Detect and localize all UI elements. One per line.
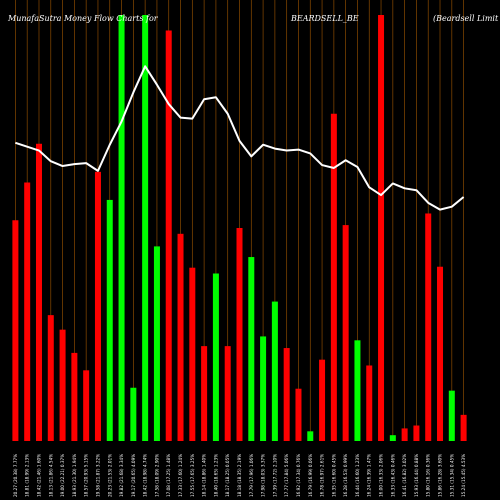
x-tick-label: 17.98 (18.03) 3.37% xyxy=(261,454,266,497)
bar xyxy=(224,346,231,441)
x-tick-label: 17.77 (17.84) 5.06% xyxy=(284,454,289,497)
x-tick-label: 17.39 (17.72) 2.10% xyxy=(272,454,277,497)
x-tick-label: 16.00 (16.33) 2.06% xyxy=(379,454,384,497)
bar-layer xyxy=(12,15,467,442)
bar xyxy=(177,233,184,441)
bar xyxy=(130,387,137,441)
bar xyxy=(401,428,408,441)
bar xyxy=(201,346,208,441)
x-tick-label: 18.57 (20.93) 5.15% xyxy=(84,454,89,497)
x-tick-label: 15.31 (15.34) 0.45% xyxy=(449,454,454,497)
x-tick-label: 18.93 (21.30) 1.94% xyxy=(72,454,77,497)
x-tick-label: 16.35 (16.60) 0.45% xyxy=(331,454,336,497)
bar xyxy=(413,425,420,441)
chart-title-symbol: BEARDSELL_BE xyxy=(291,14,359,23)
bar xyxy=(212,273,219,441)
bar xyxy=(71,352,78,441)
bar xyxy=(307,431,314,441)
bar xyxy=(106,199,113,441)
x-tick-label: 15.93 (16.44) 0.88% xyxy=(414,454,419,497)
bar xyxy=(24,182,31,441)
x-tick-label: 19.17 (20.65) 4.09% xyxy=(131,454,136,497)
x-tick-label: 18.13 (21.86) 4.54% xyxy=(48,454,53,497)
bar xyxy=(295,388,302,441)
bar xyxy=(342,225,349,441)
x-tick-label: 19.00 (22.21) 0.37% xyxy=(60,454,65,497)
bar xyxy=(59,329,66,441)
bar xyxy=(35,143,42,441)
x-tick-label: 18.18 (18.35) 2.19% xyxy=(237,454,242,497)
bar xyxy=(248,257,255,441)
x-tick-label: 18.14 (18.86) 1.40% xyxy=(202,454,207,497)
x-tick-label: 17.58 (18.09) 2.90% xyxy=(154,454,159,497)
x-tick-label: 16.24 (16.39) 1.47% xyxy=(367,454,372,497)
chart-title-brand: MunafaSutra Money Flow Charts for xyxy=(8,14,158,23)
bar xyxy=(425,213,432,441)
x-tick-label: 18.81 (18.99) 2.13% xyxy=(25,454,30,497)
bar xyxy=(236,228,243,441)
bar xyxy=(354,340,361,441)
bar xyxy=(283,348,290,441)
x-tick-label: 16.92 (17.34) 0.76% xyxy=(296,454,301,497)
bar xyxy=(460,414,467,441)
x-tick-label: 16.28 (16.53) 0.99% xyxy=(343,454,348,497)
x-tick-label: 18.17 (18.25) 0.05% xyxy=(225,454,230,497)
bar xyxy=(189,267,196,441)
bar xyxy=(271,301,278,441)
x-tick-label: 15.86 (16.28) 3.60% xyxy=(438,454,443,497)
bar xyxy=(437,266,444,441)
bar xyxy=(118,15,125,441)
x-tick-label: 20.23 (21.53) 2.01% xyxy=(107,454,112,497)
bar xyxy=(319,359,326,441)
x-tick-label: 15.80 (16.16) 0.36% xyxy=(426,454,431,497)
x-tick-label: 18.40 (18.65) 1.23% xyxy=(213,454,218,497)
bar xyxy=(94,171,101,441)
bar xyxy=(83,370,90,441)
bar xyxy=(12,220,19,441)
x-tick-label: 16.78 (16.97) 2.61% xyxy=(320,454,325,497)
x-tick-label: 17.33 (17.60) 1.24% xyxy=(178,454,183,497)
x-tick-labels: 20.27 (20.38) 7.77% 18.81 (18.99) 2.13% 18… xyxy=(13,454,466,497)
x-tick-label: 20.27 (20.38) 7.77% xyxy=(13,454,18,497)
x-tick-label: 15.24 (15.45) 4.53% xyxy=(461,454,466,497)
x-tick-label: 16.79 (16.99) 0.06% xyxy=(308,454,313,497)
x-tick-label: 17.55 (17.65) 3.25% xyxy=(190,454,195,497)
x-tick-label: 17.79 (17.96) 1.06% xyxy=(249,454,254,497)
bar xyxy=(260,336,267,441)
x-tick-label: 16.44 (16.60) 1.23% xyxy=(355,454,360,497)
x-tick-label: 17.08 (17.25) 1.48% xyxy=(166,454,171,497)
x-tick-label: 18.42 (21.46) 1.60% xyxy=(36,454,41,497)
bar xyxy=(366,365,373,441)
bar xyxy=(448,390,455,441)
x-tick-label: 19.58 (21.87) 3.22% xyxy=(95,454,100,497)
bar xyxy=(142,15,149,441)
bar xyxy=(153,246,160,441)
chart-title-company: (Beardsell Limit xyxy=(433,14,499,23)
bar xyxy=(165,30,172,442)
bar xyxy=(389,435,396,441)
bar xyxy=(330,113,337,441)
bar xyxy=(378,15,385,441)
line-layer xyxy=(15,65,465,211)
x-tick-label: 16.41 (16.82) 3.02% xyxy=(402,454,407,497)
x-tick-label: 16.33 (16.43) 0.46% xyxy=(390,454,395,497)
money-flow-line xyxy=(15,65,465,211)
x-tick-label: 19.82 (21.68) 3.34% xyxy=(119,454,124,497)
x-tick-label: 18.42 (18.98) 4.74% xyxy=(143,454,148,497)
bar xyxy=(47,315,54,441)
